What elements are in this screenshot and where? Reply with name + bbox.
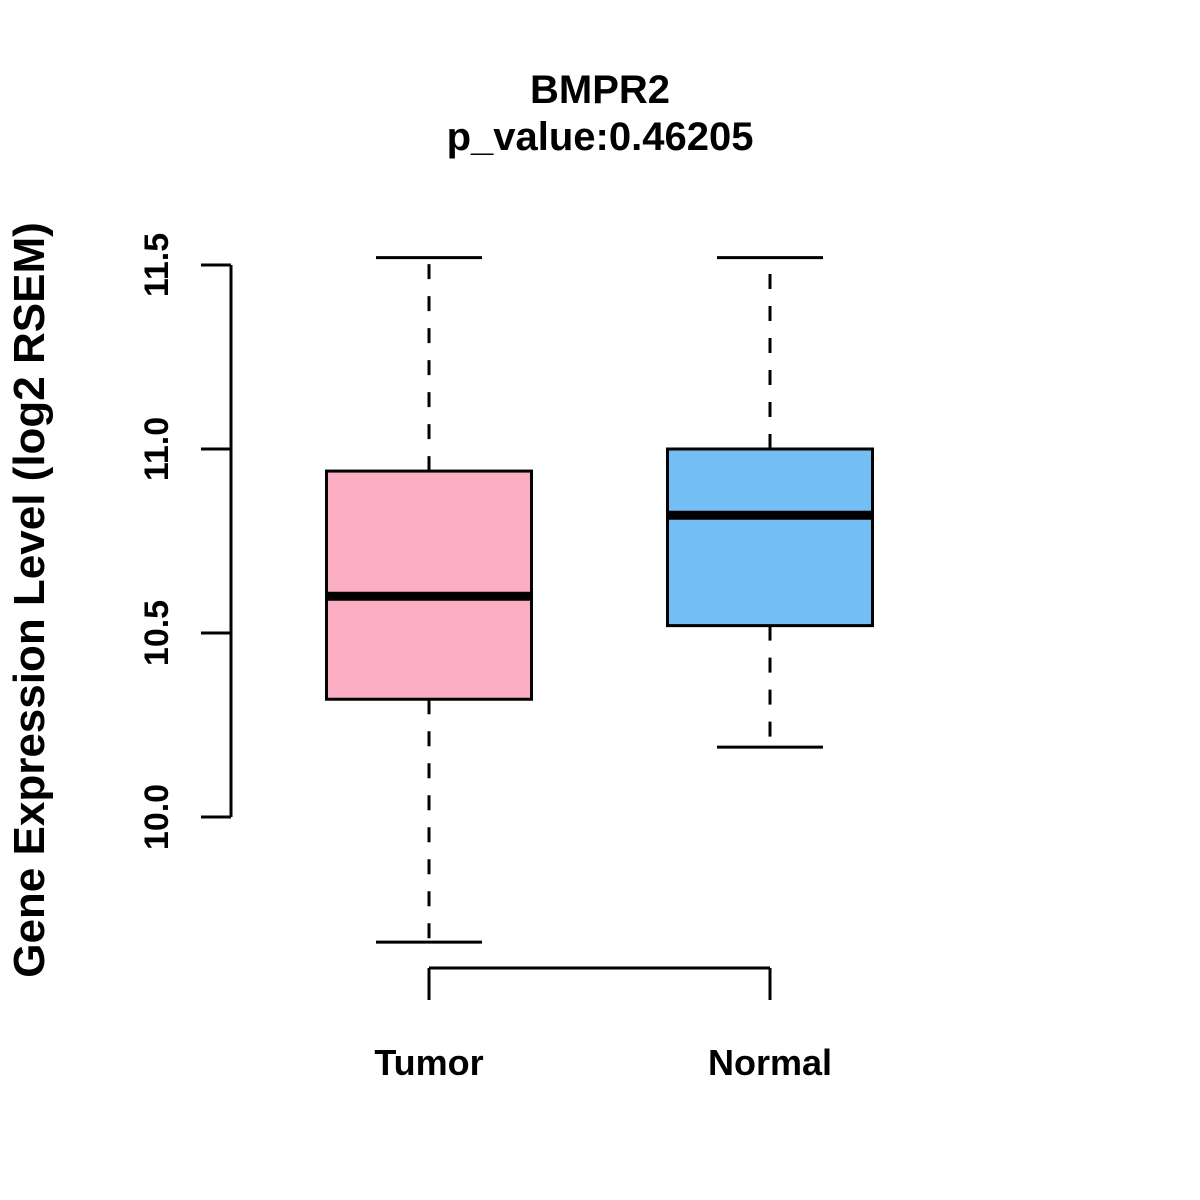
- x-axis-labels: Tumor Normal: [374, 1042, 832, 1083]
- y-axis-tick-label: 11.0: [138, 417, 176, 481]
- y-axis: 10.0 10.5 11.0 11.5: [138, 233, 233, 850]
- box-groups: [325, 256, 874, 944]
- y-axis-tick-label: 10.0: [138, 784, 176, 850]
- y-axis-title: Gene Expression Level (log2 RSEM): [5, 222, 54, 978]
- x-category-label-tumor: Tumor: [374, 1042, 483, 1083]
- box-group-tumor: [325, 256, 533, 944]
- x-category-label-normal: Normal: [708, 1042, 832, 1083]
- iqr-box: [666, 447, 874, 628]
- box-group-normal: [666, 256, 874, 749]
- iqr-box: [325, 469, 533, 701]
- y-axis-tick-label: 10.5: [138, 600, 176, 666]
- x-axis-bracket: [427, 966, 772, 1000]
- chart-subtitle-pvalue: p_value:0.46205: [447, 115, 754, 159]
- y-axis-tick-label: 11.5: [138, 233, 176, 297]
- chart-title-gene: BMPR2: [530, 68, 670, 112]
